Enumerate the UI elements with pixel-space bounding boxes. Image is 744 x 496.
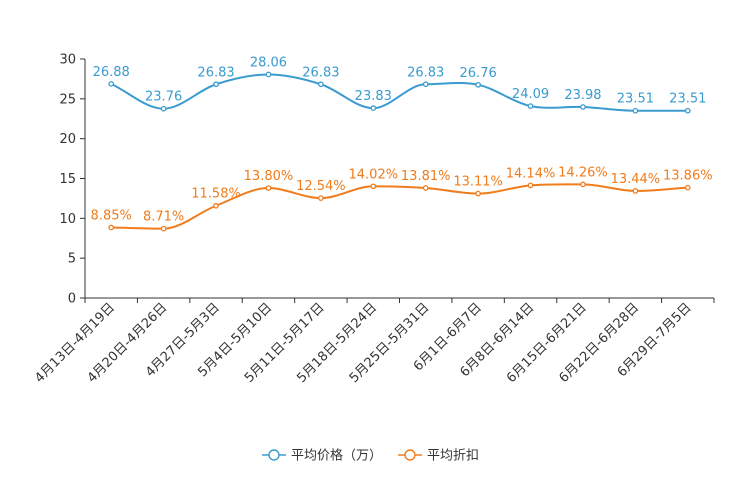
- y-tick-label: 0: [68, 292, 76, 307]
- data-label: 23.51: [617, 92, 654, 107]
- data-label: 8.85%: [91, 208, 132, 223]
- y-tick-label: 25: [59, 92, 76, 107]
- series-line: [110, 73, 688, 112]
- data-label: 11.58%: [191, 187, 241, 202]
- legend-label: 平均价格（万）: [291, 448, 382, 464]
- data-label: 23.83: [355, 89, 392, 104]
- data-point: [265, 185, 272, 191]
- data-label: 23.98: [564, 88, 601, 103]
- data-point: [580, 181, 586, 188]
- data-label: 26.88: [93, 65, 130, 80]
- y-tick-label: 20: [59, 132, 76, 147]
- data-label: 13.86%: [663, 169, 713, 184]
- data-point: [422, 81, 429, 88]
- data-label: 28.06: [250, 55, 287, 70]
- y-tick-label: 30: [59, 53, 76, 68]
- data-label: 12.54%: [296, 179, 346, 194]
- series-2: 8.85% 8.71% 11.58%13.80%12.54%14.02% 13.81%…: [91, 165, 713, 232]
- legend-item-1[interactable]: 平均价格（万）: [262, 448, 382, 464]
- data-label: 14.26%: [558, 165, 608, 180]
- data-point: [422, 185, 429, 191]
- data-point: [370, 105, 377, 112]
- legend[interactable]: 平均价格（万） 平均折扣: [262, 448, 479, 464]
- data-label: 26.83: [197, 65, 234, 80]
- legend-label: 平均折扣: [427, 449, 479, 464]
- y-axis: 0 5 10 15 20 25 30: [59, 53, 86, 307]
- data-point: [527, 103, 534, 109]
- data-point: [160, 225, 167, 232]
- data-point: [632, 107, 639, 114]
- data-label: 13.80%: [244, 169, 294, 184]
- data-point: [213, 81, 219, 88]
- data-point: [684, 107, 691, 114]
- y-tick-label: 5: [68, 252, 76, 267]
- data-point: [160, 105, 167, 112]
- data-point: [475, 81, 481, 88]
- data-point: [108, 224, 115, 231]
- data-label: 26.83: [407, 65, 444, 80]
- data-point: [318, 195, 324, 201]
- data-label: 26.76: [460, 66, 497, 81]
- data-label: 24.09: [512, 87, 549, 102]
- data-label: 23.76: [145, 90, 182, 105]
- data-point: [318, 81, 324, 88]
- data-label: 14.02%: [349, 167, 399, 182]
- series-layer: 26.88 23.76 26.83 28.06 26.83 23.83 26.83 26.76…: [91, 55, 713, 232]
- data-point: [475, 190, 481, 197]
- data-label: 14.14%: [506, 166, 556, 181]
- x-axis: 4月13日-4月19日4月20日-4月26日4月27日-5月3日5月4日-5月1…: [32, 297, 715, 386]
- data-label: 8.71%: [143, 210, 184, 225]
- data-label: 23.51: [669, 92, 706, 107]
- legend-marker-icon: [404, 449, 416, 461]
- data-label: 13.44%: [611, 172, 661, 187]
- data-point: [108, 81, 115, 87]
- series-line: [111, 183, 688, 230]
- y-tick-label: 10: [59, 212, 76, 227]
- legend-item-2[interactable]: 平均折扣: [398, 449, 479, 464]
- series-1: 26.88 23.76 26.83 28.06 26.83 23.83 26.83 26.76…: [93, 55, 706, 114]
- data-point: [684, 184, 691, 191]
- data-point: [632, 188, 639, 194]
- data-point: [527, 182, 534, 189]
- legend-marker-icon: [268, 449, 280, 461]
- data-point: [370, 183, 377, 190]
- y-tick-label: 15: [59, 172, 76, 187]
- data-label: 13.81%: [401, 169, 451, 184]
- data-point: [580, 104, 586, 110]
- data-label: 13.11%: [453, 175, 503, 190]
- data-label: 26.83: [302, 65, 339, 80]
- data-point: [213, 202, 219, 209]
- data-point: [265, 71, 272, 78]
